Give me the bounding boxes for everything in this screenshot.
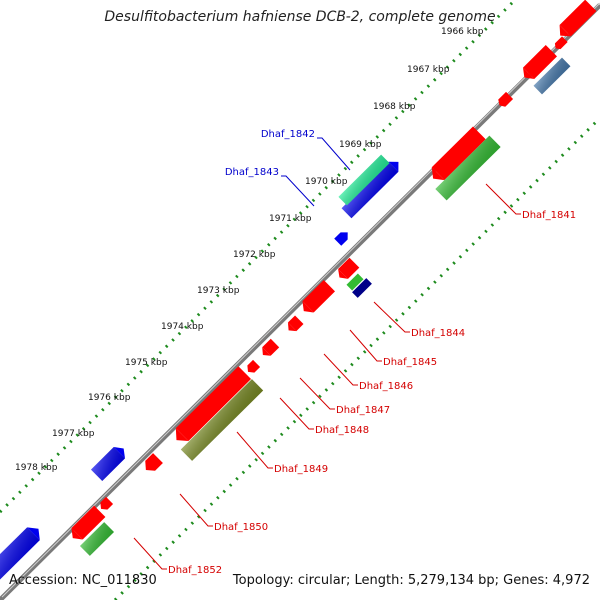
leader-line [485, 183, 521, 215]
gene-feature[interactable] [284, 315, 304, 335]
reverse-strand-genes [67, 0, 597, 556]
kbp-label: 1972 kbp [233, 250, 276, 260]
gene-feature[interactable] [180, 379, 264, 461]
gene-labels: Dhaf_1842 Dhaf_1843 Dhaf_1841 Dhaf_1844 … [168, 129, 576, 576]
label-leader-lines [133, 137, 521, 570]
gene-label[interactable]: Dhaf_1844 [411, 328, 465, 339]
kbp-label: 1971 kbp [269, 214, 312, 224]
gene-feature[interactable] [427, 126, 486, 186]
gene-label[interactable]: Dhaf_1843 [225, 167, 279, 178]
leader-line [236, 431, 273, 469]
leader-line [179, 493, 213, 527]
kbp-label: 1976 kbp [88, 393, 131, 403]
genome-title: Desulfitobacterium hafniense DCB-2, comp… [104, 9, 496, 25]
kbp-ticks: 1966 kbp 1967 kbp 1968 kbp 1969 kbp 1970… [15, 27, 484, 473]
gene-label[interactable]: Dhaf_1850 [214, 522, 268, 533]
gene-label[interactable]: Dhaf_1847 [336, 405, 390, 416]
gene-label[interactable]: Dhaf_1852 [168, 565, 222, 576]
gene-feature[interactable] [298, 280, 335, 317]
kbp-label: 1966 kbp [441, 27, 484, 37]
kbp-label: 1977 kbp [52, 429, 95, 439]
gene-feature[interactable] [245, 359, 261, 376]
kbp-label: 1970 kbp [305, 177, 348, 187]
leader-line [279, 397, 314, 430]
kbp-label: 1969 kbp [339, 140, 382, 150]
gene-feature[interactable] [519, 45, 557, 83]
gene-feature[interactable] [334, 229, 351, 246]
gene-feature[interactable] [496, 91, 514, 109]
leader-line [349, 329, 382, 362]
gene-feature[interactable] [91, 443, 129, 481]
gene-feature[interactable] [0, 522, 45, 581]
gene-feature[interactable] [555, 0, 597, 41]
kbp-label: 1974 kbp [161, 322, 204, 332]
gene-feature[interactable] [352, 278, 372, 298]
genome-summary-text: Topology: circular; Length: 5,279,134 bp… [232, 573, 590, 588]
gene-feature[interactable] [341, 157, 404, 219]
leader-line [317, 137, 351, 171]
gene-label[interactable]: Dhaf_1846 [359, 381, 413, 392]
leader-line [281, 175, 315, 207]
gene-feature[interactable] [533, 57, 571, 95]
gene-feature[interactable] [553, 36, 568, 51]
leader-line [323, 353, 358, 386]
gene-feature[interactable] [346, 273, 364, 291]
gene-feature[interactable] [170, 366, 252, 446]
kbp-label: 1968 kbp [373, 102, 416, 112]
kbp-label: 1973 kbp [197, 286, 240, 296]
kbp-label: 1978 kbp [15, 463, 58, 473]
gene-feature[interactable] [259, 338, 280, 359]
gene-label[interactable]: Dhaf_1841 [522, 210, 576, 221]
leader-line [373, 301, 410, 333]
forward-strand-genes [0, 154, 404, 581]
gene-feature[interactable] [98, 496, 114, 513]
leader-line [133, 537, 167, 570]
gene-feature[interactable] [67, 505, 106, 544]
gene-label[interactable]: Dhaf_1848 [315, 425, 369, 436]
leader-line [299, 377, 335, 410]
gene-label[interactable]: Dhaf_1842 [261, 129, 315, 140]
gene-label[interactable]: Dhaf_1845 [383, 357, 437, 368]
kbp-label: 1975 kbp [125, 358, 168, 368]
gene-feature[interactable] [435, 135, 501, 201]
accession-text: Accession: NC_011830 [9, 573, 157, 588]
kbp-label: 1967 kbp [407, 65, 450, 75]
gene-label[interactable]: Dhaf_1849 [274, 464, 328, 475]
gene-feature[interactable] [338, 154, 390, 206]
gene-feature[interactable] [79, 522, 115, 556]
gene-feature[interactable] [141, 453, 163, 475]
gene-feature[interactable] [335, 257, 360, 283]
